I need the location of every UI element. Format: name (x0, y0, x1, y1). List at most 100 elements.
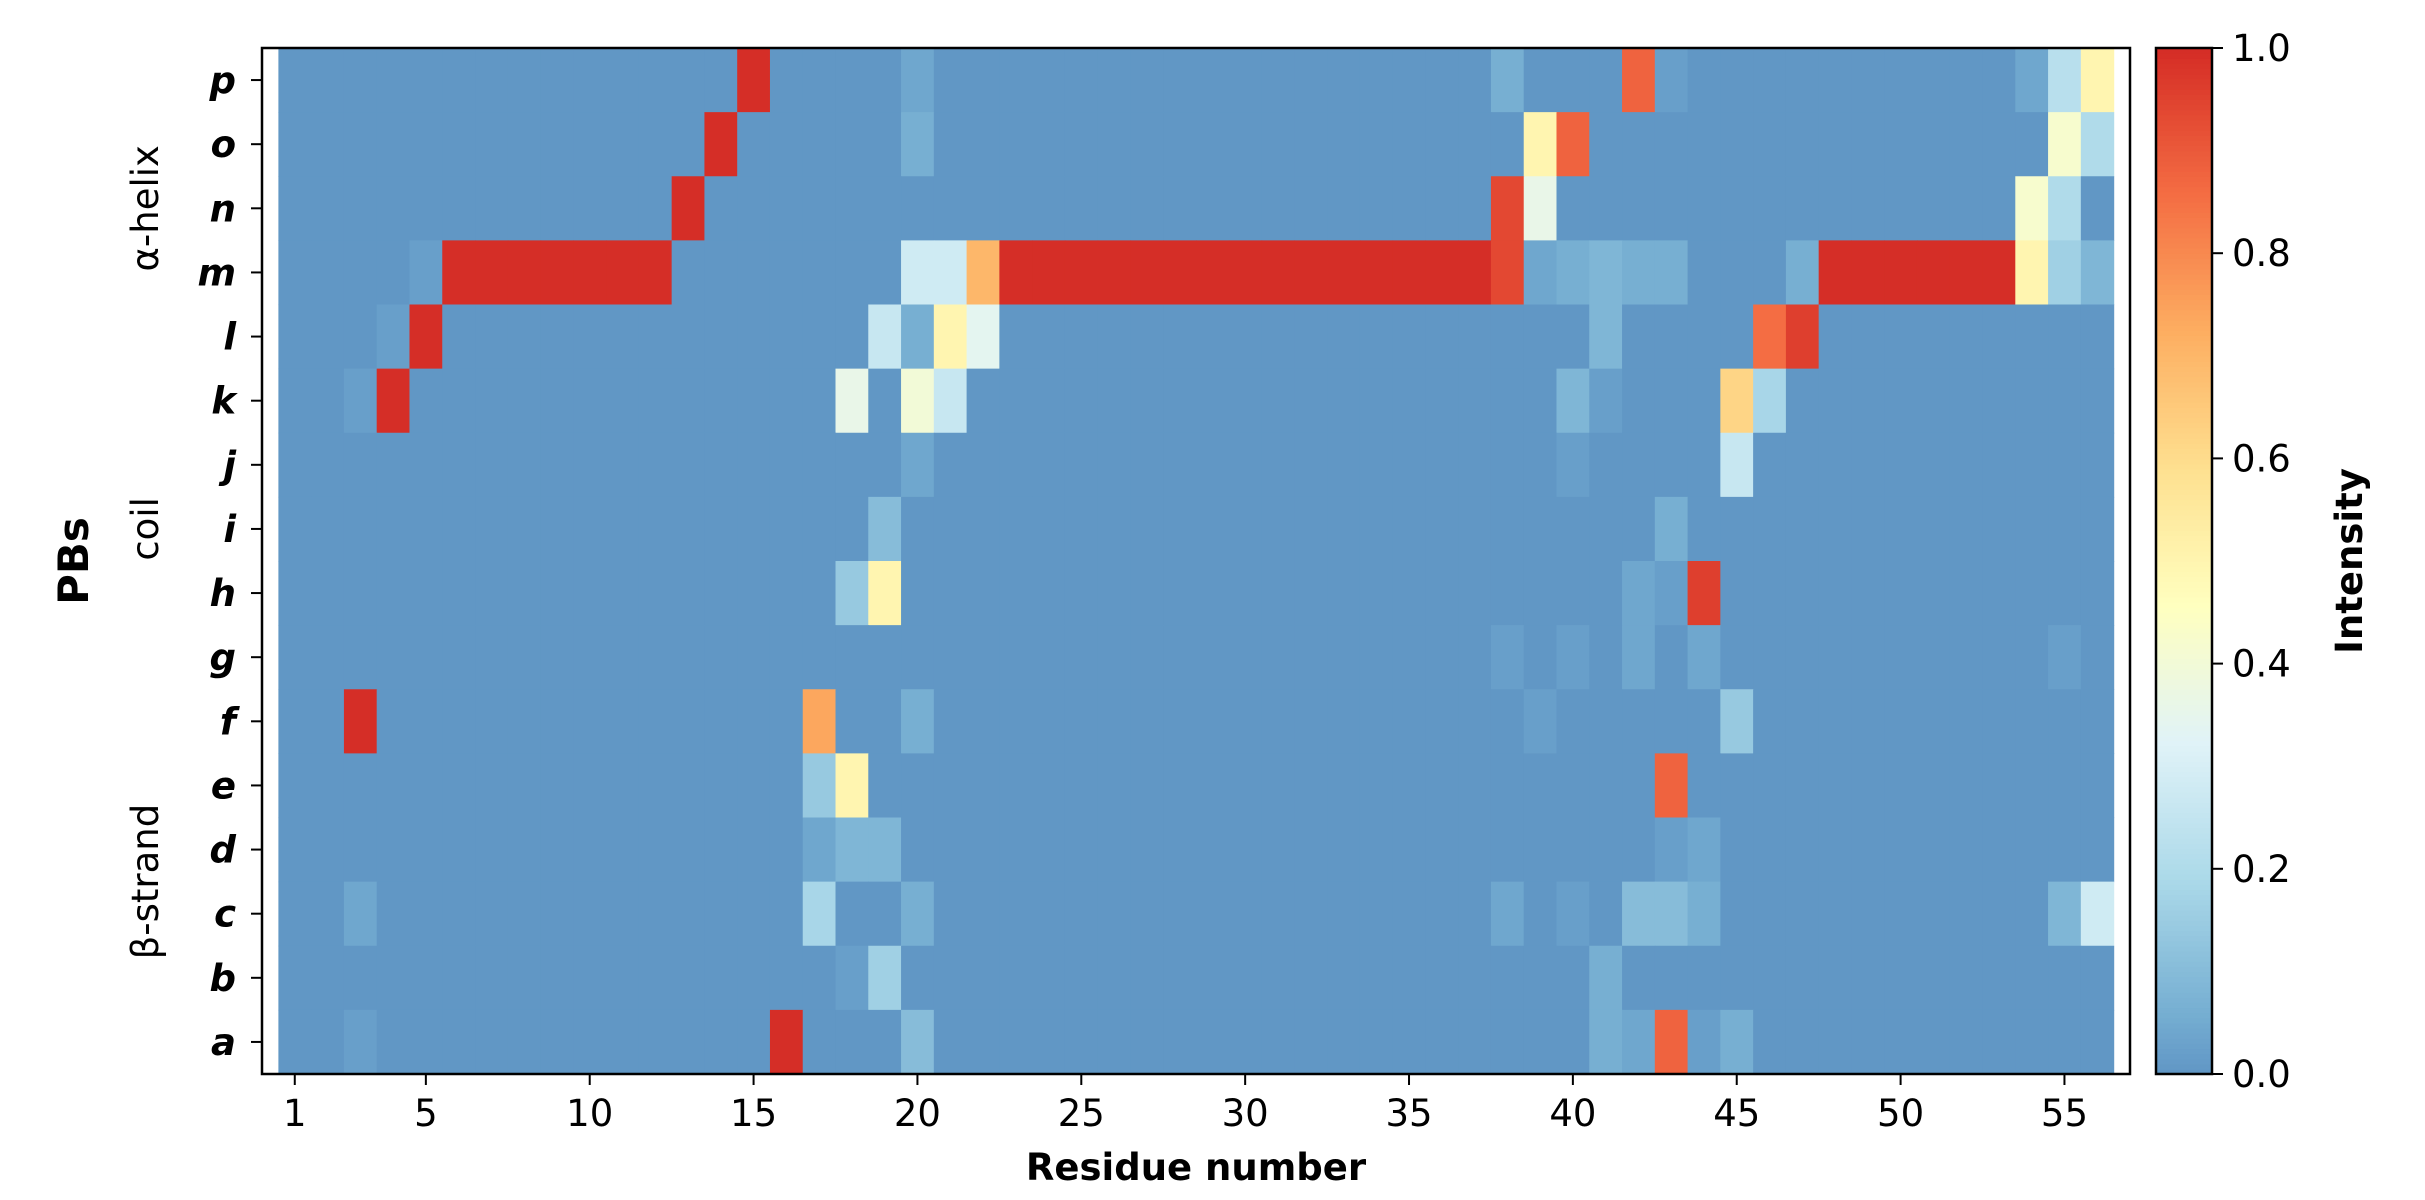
heatmap-cell (638, 304, 673, 370)
heatmap-cell (901, 817, 935, 883)
colorbar-tick-label: 0.8 (2232, 232, 2291, 275)
heatmap-cell (933, 1009, 968, 1075)
heatmap-cell (343, 945, 378, 1011)
colorbar-segment (2156, 417, 2212, 424)
heatmap-cell (1654, 240, 1689, 306)
heatmap-cell (311, 496, 345, 562)
colorbar-segment (2156, 632, 2212, 639)
heatmap-cell (1523, 945, 1558, 1011)
heatmap-cell (802, 881, 837, 947)
heatmap-cell (1851, 625, 1885, 690)
heatmap-cell (1359, 689, 1394, 754)
heatmap-cell (2048, 112, 2082, 177)
colorbar-segment (2156, 663, 2212, 670)
heatmap-cell (1097, 48, 1132, 113)
heatmap-cell (1392, 112, 1426, 177)
heatmap-cell (802, 496, 837, 562)
heatmap-cell (802, 817, 837, 883)
heatmap-cell (1458, 817, 1492, 883)
heatmap-cell (1818, 112, 1853, 177)
heatmap-cell (1851, 753, 1885, 819)
heatmap-cell (1589, 48, 1623, 113)
heatmap-cell (1228, 112, 1263, 177)
colorbar-segment (2156, 83, 2212, 90)
heatmap-cell (1654, 1009, 1689, 1075)
heatmap-cell (1523, 881, 1558, 947)
colorbar-segment (2156, 586, 2212, 593)
colorbar-segment (2156, 627, 2212, 634)
colorbar-segment (2156, 135, 2212, 142)
heatmap-cell (769, 48, 804, 113)
heatmap-cell (802, 112, 837, 177)
heatmap-cell (2080, 176, 2115, 241)
heatmap-cell (1032, 1009, 1066, 1075)
heatmap-cell (1130, 368, 1164, 434)
heatmap-cell (1228, 561, 1263, 626)
heatmap-cell (802, 561, 837, 626)
heatmap-cell (737, 945, 771, 1011)
colorbar-segment (2156, 165, 2212, 172)
heatmap-cell (278, 689, 312, 754)
colorbar-segment (2156, 145, 2212, 152)
colorbar-segment (2156, 330, 2212, 336)
x-tick-label: 50 (1877, 1092, 1924, 1135)
colorbar-segment (2156, 191, 2212, 198)
heatmap-cell (278, 496, 312, 562)
heatmap-cell (1753, 625, 1787, 690)
heatmap-cell (638, 1009, 673, 1075)
colorbar-segment (2156, 904, 2212, 911)
colorbar-segment (2156, 612, 2212, 619)
heatmap-cell (540, 625, 574, 690)
heatmap-cell (540, 1009, 574, 1075)
colorbar-segment (2156, 607, 2212, 613)
heatmap-cell (1064, 496, 1099, 562)
colorbar-segment (2156, 735, 2212, 742)
heatmap-cell (1916, 368, 1951, 434)
heatmap-cell (1261, 48, 1295, 113)
heatmap-cell (1523, 368, 1558, 434)
heatmap-cell (409, 496, 443, 562)
colorbar-segment (2156, 401, 2212, 408)
heatmap-cell (704, 561, 738, 626)
heatmap-cell (638, 689, 673, 754)
colorbar-segment (2156, 750, 2212, 757)
heatmap-cell (1130, 753, 1164, 819)
heatmap-cell (737, 1009, 771, 1075)
heatmap-cell (1327, 368, 1361, 434)
heatmap-cell (278, 304, 312, 370)
y-tick-label: e (211, 764, 236, 807)
heatmap-cell (1359, 368, 1394, 434)
heatmap-cell (442, 432, 476, 498)
heatmap-cell (704, 304, 738, 370)
heatmap-cell (1458, 112, 1492, 177)
heatmap-cell (409, 432, 443, 498)
heatmap-cell (999, 689, 1033, 754)
heatmap-cell (1327, 304, 1361, 370)
heatmap-cell (1622, 625, 1656, 690)
heatmap-cell (1949, 240, 1984, 306)
heatmap-cell (1228, 304, 1263, 370)
heatmap-cell (1720, 176, 1754, 241)
heatmap-cell (1720, 561, 1754, 626)
heatmap-cell (1294, 881, 1328, 947)
heatmap-cell (1425, 945, 1459, 1011)
heatmap-cell (1163, 561, 1197, 626)
heatmap-cell (1916, 881, 1951, 947)
heatmap-cell (475, 368, 509, 434)
colorbar-segment (2156, 832, 2212, 839)
heatmap-cell (1851, 561, 1885, 626)
heatmap-cell (1687, 496, 1721, 562)
colorbar-segment (2156, 838, 2212, 844)
heatmap-cell (442, 240, 476, 306)
colorbar-segment (2156, 884, 2212, 891)
heatmap-cell (1785, 112, 1820, 177)
heatmap-cell (2080, 689, 2115, 754)
heatmap-cell (278, 240, 312, 306)
heatmap-cell (475, 945, 509, 1011)
heatmap-cell (1753, 561, 1787, 626)
heatmap-cell (999, 753, 1033, 819)
heatmap-cell (769, 432, 804, 498)
heatmap-cell (1294, 176, 1328, 241)
heatmap-cell (638, 432, 673, 498)
heatmap-cell (1458, 48, 1492, 113)
